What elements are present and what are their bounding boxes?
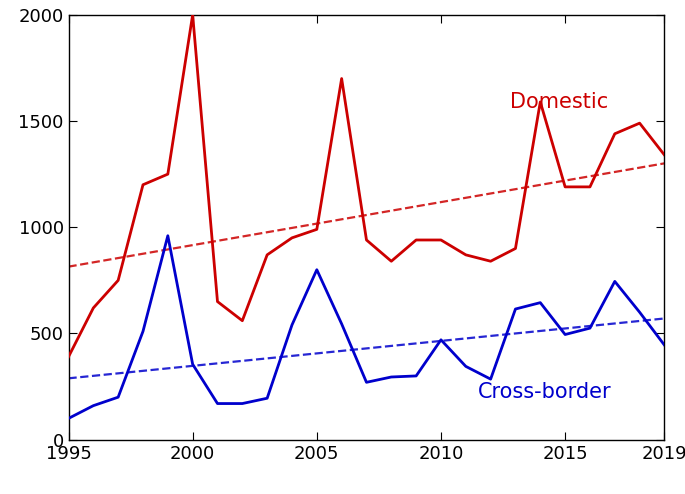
Text: Cross-border: Cross-border [478, 382, 612, 402]
Text: Domestic: Domestic [510, 92, 609, 112]
